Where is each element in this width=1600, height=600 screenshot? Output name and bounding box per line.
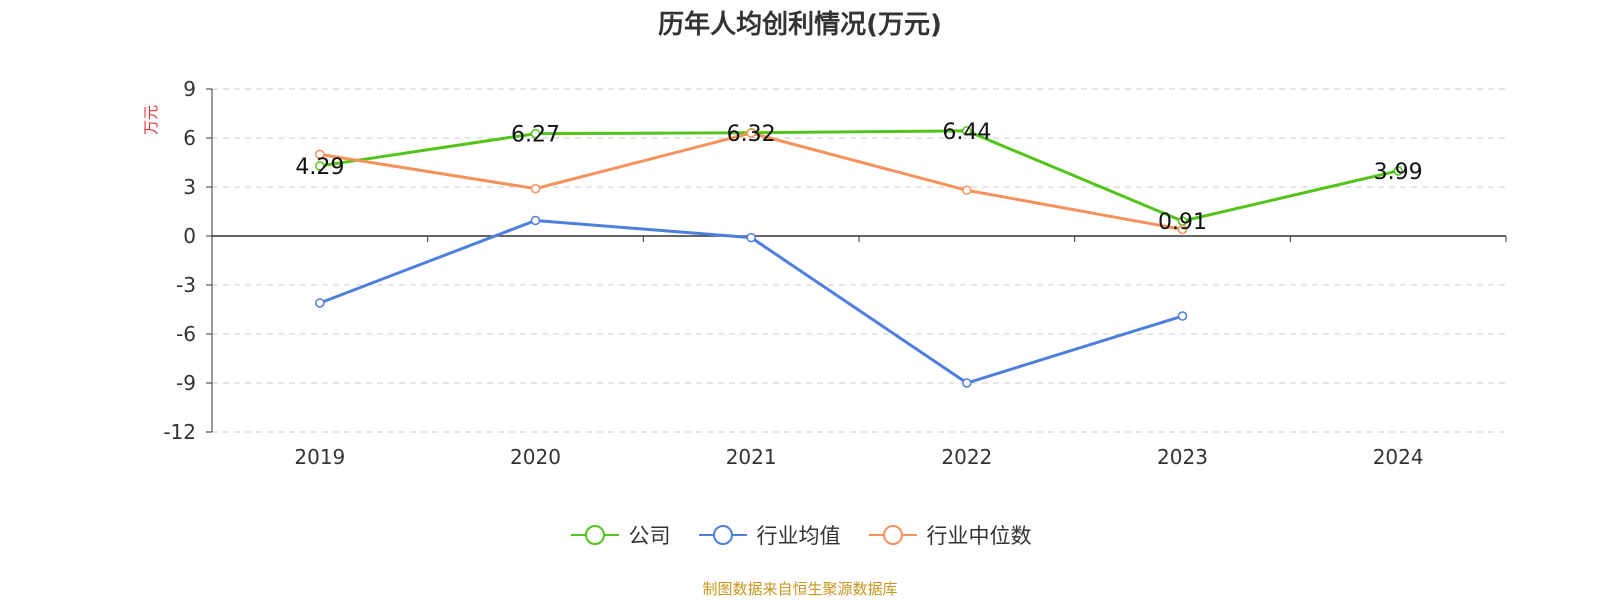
- data-point: [530, 128, 541, 139]
- data-label: 3.99: [1374, 160, 1423, 185]
- source-note: 制图数据来自恒生聚源数据库: [702, 580, 898, 598]
- data-point: [746, 232, 756, 243]
- data-label: 6.44: [942, 120, 991, 145]
- legend-swatch-icon: [570, 525, 619, 545]
- data-point: [962, 126, 972, 136]
- data-point: [530, 183, 541, 194]
- legend-swatch-icon: [868, 525, 917, 545]
- legend-label: 行业中位数: [926, 524, 1032, 548]
- data-label: 6.27: [511, 123, 560, 148]
- data-point: [1177, 311, 1188, 321]
- legend-item[interactable]: 行业中位数: [867, 520, 1032, 550]
- series-lines: [315, 126, 1403, 388]
- chart-title: 历年人均创利情况(万元): [658, 10, 942, 40]
- series-line: [319, 218, 1183, 385]
- legend-item[interactable]: 公司: [569, 520, 671, 550]
- axes: 9 6 3 0 -3 -6 -9 -12 万元 2019 2020 2021 2022 2023 2024: [142, 77, 1507, 469]
- y-tick-label: 6: [183, 126, 196, 150]
- grid-lines: [212, 88, 1506, 433]
- data-point: [315, 149, 325, 160]
- y-tick-label: 3: [183, 175, 196, 199]
- x-tick-label: 2023: [1157, 445, 1208, 469]
- data-point: [962, 378, 972, 388]
- data-point: [1177, 224, 1188, 235]
- x-tick-label: 2022: [941, 445, 992, 469]
- x-tick-label: 2024: [1373, 445, 1424, 469]
- data-point: [530, 215, 541, 226]
- y-tick-label: 9: [183, 77, 196, 101]
- legend-item[interactable]: 行业均值: [697, 520, 841, 550]
- data-point: [315, 161, 325, 171]
- data-label: 0.91: [1158, 210, 1207, 235]
- data-label: 4.29: [295, 155, 344, 180]
- y-tick-label: -9: [176, 371, 196, 395]
- y-tick-label: -6: [176, 322, 196, 346]
- x-tick-label: 2021: [726, 445, 777, 469]
- legend: 公司 行业均值 行业中位数: [0, 520, 1600, 550]
- legend-swatch-icon: [698, 525, 747, 545]
- y-tick-label: -3: [176, 273, 196, 297]
- x-tick-label: 2020: [510, 445, 561, 469]
- x-tick-label: 2019: [294, 445, 345, 469]
- y-tick-label: 0: [183, 224, 196, 248]
- series-line: [319, 129, 1399, 223]
- legend-label: 公司: [628, 524, 671, 548]
- data-label: 6.32: [727, 122, 776, 147]
- legend-label: 行业均值: [756, 524, 841, 548]
- data-point: [315, 298, 325, 308]
- data-point: [962, 185, 972, 196]
- data-labels: 4.29 6.27 6.32 6.44 0.91 3.99: [295, 120, 1422, 235]
- data-point: [1393, 166, 1403, 176]
- y-axis-unit: 万元: [142, 105, 160, 135]
- y-tick-label: -12: [163, 420, 196, 444]
- data-point: [746, 128, 756, 138]
